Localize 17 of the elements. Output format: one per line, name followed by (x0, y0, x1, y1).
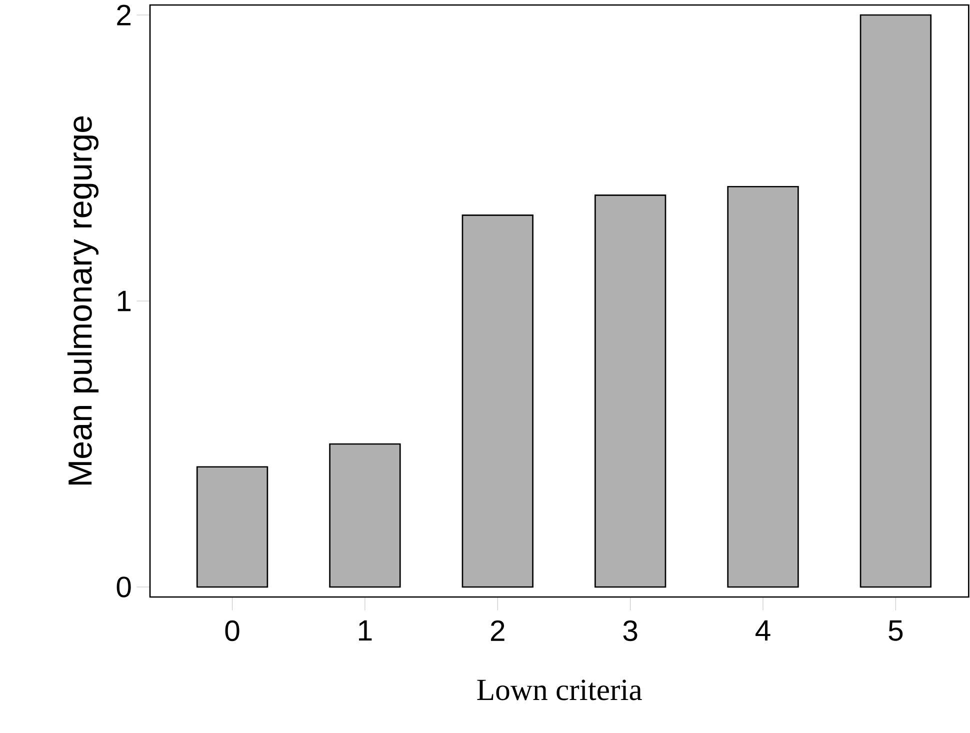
x-tick-label: 2 (490, 620, 504, 641)
y-tick-label: 0 (116, 576, 131, 598)
bar (329, 443, 401, 588)
bar (594, 194, 666, 588)
bar (727, 186, 799, 588)
bar (196, 466, 268, 588)
x-tick-label: 1 (359, 620, 372, 641)
x-tick-label: 4 (756, 620, 770, 641)
bar (462, 214, 534, 588)
x-tick-label: 0 (225, 620, 240, 642)
bar (860, 14, 932, 588)
x-tick-label: 5 (888, 620, 903, 641)
y-axis-title: Mean pulmonary regurge (67, 116, 98, 484)
x-tick-label: 3 (623, 620, 638, 642)
y-tick-label: 2 (117, 4, 130, 26)
y-tick-label: 1 (118, 290, 131, 312)
x-axis-title: Lown criteria (477, 680, 642, 700)
